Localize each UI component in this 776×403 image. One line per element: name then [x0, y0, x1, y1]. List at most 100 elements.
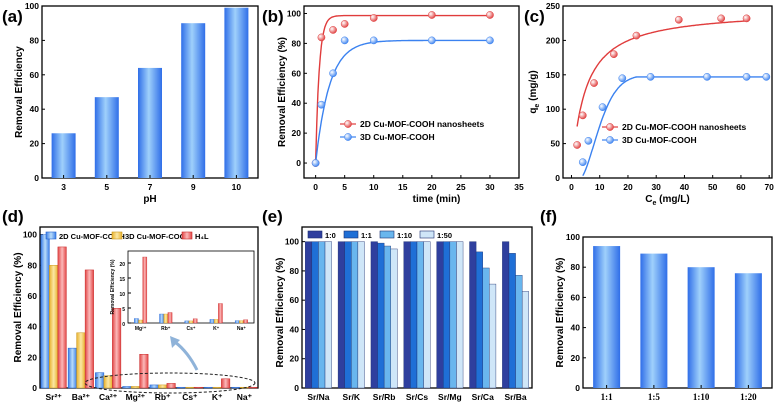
panel-c-point — [618, 74, 627, 83]
panel-d-ylabel: Removal Efficiency (%) — [13, 252, 24, 362]
panel-b-point — [340, 36, 349, 45]
panel-c-point — [646, 73, 655, 81]
panel-d-frame — [39, 226, 259, 389]
panel-d-ytick-label: 0 — [32, 383, 37, 393]
panel-a-label: (a) — [2, 7, 23, 26]
panel-d-inset-bar — [134, 318, 139, 324]
panel-d-xtick-label: Cs⁺ — [182, 392, 198, 402]
panel-d-xtick-label: Na⁺ — [237, 392, 253, 402]
panel-d-inset-bar — [159, 313, 164, 324]
panel-b-legend-label: 3D Cu-MOF-COOH — [360, 132, 435, 142]
panel-e-ytick-label: 40 — [290, 324, 300, 334]
panel-e-legend-label: 1:0 — [325, 231, 336, 240]
panel-e-bar — [324, 241, 332, 389]
panel-b-xtick-label: 0 — [313, 182, 318, 192]
panel-e-bar — [403, 241, 411, 389]
panel-c-series-line — [582, 76, 767, 177]
panel-e-xtick-label: Sr/Mg — [438, 392, 462, 402]
panel-e-xtick-label: Sr/K — [343, 392, 361, 402]
panel-f-xtick-label: 1:20 — [740, 392, 757, 402]
panel-e-chart: 0 20 40 60 80 100 Removal Efficiency (%) Sr/Na S… — [275, 226, 533, 402]
panel-e-legend-swatch — [379, 230, 395, 239]
panel-d-bar — [166, 383, 176, 389]
panel-b-ytick-label: 100 — [287, 8, 301, 18]
panel-b-point — [486, 36, 494, 45]
panel-c-series-line — [576, 20, 747, 127]
panel-c-ytick-label: 100 — [546, 104, 560, 114]
panel-c-point — [573, 141, 581, 149]
panel-d-ytick-label: 80 — [28, 260, 38, 270]
panel-c-ytick-label: 150 — [546, 70, 560, 80]
panel-a-chart: 0 20 40 60 80 100 3 5 7 9 10 pH Removal Efficiency — [14, 1, 259, 205]
panel-f-bar — [593, 246, 621, 388]
panel-c-xtick-label: 0 — [569, 182, 574, 192]
panel-b-xtick-label: 5 — [342, 182, 347, 192]
panel-e-ylabel: Removal Efficiency (%) — [275, 257, 286, 367]
panel-c-ytick-label: 200 — [546, 35, 560, 45]
panel-d-ytick-label: 20 — [28, 352, 38, 362]
panel-f-frame — [582, 236, 773, 389]
panel-c-point — [717, 14, 726, 23]
panel-d-xtick-label: Rb⁺ — [155, 392, 171, 402]
panel-a-xtick-label: 5 — [104, 182, 109, 192]
panel-b-xtick-label: 15 — [398, 182, 408, 192]
panel-d-inset-bar — [167, 312, 173, 324]
panel-d-bar — [112, 308, 122, 389]
panel-c-legend-label: 2D Cu-MOF-COOH nanosheets — [622, 122, 746, 132]
panel-a-bar — [51, 133, 76, 178]
panel-f-bar — [734, 273, 762, 388]
panel-f-xtick-label: 1:10 — [693, 392, 710, 402]
panel-d-xtick-label: Ca²⁺ — [99, 392, 118, 402]
panel-d-bar — [193, 386, 203, 389]
panel-e-legend-label: 1:50 — [437, 231, 452, 240]
panel-d-inset-xtick-label: Rb⁺ — [161, 326, 171, 332]
panel-e-ytick-label: 60 — [290, 295, 300, 305]
panel-e-label: (e) — [262, 207, 283, 226]
panel-e-xtick-label: Sr/Ba — [504, 392, 526, 402]
panel-b-point — [340, 20, 349, 28]
panel-d-inset-xtick-label: Cs⁺ — [186, 326, 195, 332]
panel-e-bar — [436, 241, 444, 389]
panel-d-bar — [84, 269, 94, 389]
panel-d-inset-xtick-label: K⁺ — [213, 326, 220, 332]
panel-c-point — [578, 158, 587, 167]
panel-b-xtick-label: 20 — [427, 182, 437, 192]
panel-b-point — [329, 69, 337, 78]
panel-d-bar — [95, 372, 105, 389]
panel-a-xtick-label: 10 — [232, 182, 242, 192]
panel-c-xtick-label: 30 — [651, 182, 661, 192]
panel-e-xtick-label: Sr/Ca — [472, 392, 494, 402]
panel-e-bar — [377, 242, 385, 389]
panel-c-legend-marker — [606, 136, 614, 144]
panel-f-ytick-label: 0 — [575, 383, 580, 393]
panel-a-bar — [94, 97, 119, 178]
panel-e-ytick-label: 0 — [294, 383, 299, 393]
panel-e-bar — [390, 248, 398, 389]
panel-c-point — [742, 73, 751, 81]
panel-d-inset-bar — [188, 320, 194, 324]
panel-d-bar — [231, 386, 241, 389]
panel-d-xtick-label: Ba²⁺ — [72, 392, 91, 402]
panel-e-bar — [410, 241, 418, 389]
panel-c-point — [598, 103, 607, 111]
panel-b-point — [427, 36, 436, 45]
panel-d-inset-ytick-label: 5 — [122, 307, 125, 313]
panel-d-bar — [248, 386, 258, 389]
panel-b-legend-label: 2D Cu-MOF-COOH nanosheets — [360, 119, 484, 129]
panel-c-chart: 0 50 100 150 200 250 0 10 20 30 40 50 60 70 Ce (mg/L) q… — [528, 1, 774, 207]
panel-d-ytick-label: 100 — [23, 230, 37, 240]
panel-e-bar — [489, 283, 497, 389]
panel-d-inset-ytick-label: 0 — [122, 322, 125, 328]
panel-d-bar — [185, 386, 195, 389]
panel-d-inset-bar — [184, 320, 190, 324]
panel-d-bar — [158, 384, 168, 389]
panel-d-bar — [176, 386, 186, 389]
panel-a-xtick-label: 3 — [61, 182, 66, 192]
panel-a-ytick-label: 0 — [34, 173, 39, 183]
panel-a-bar — [181, 23, 206, 179]
panel-e-bar — [344, 241, 352, 389]
panel-d-xtick-label: Sr²⁺ — [45, 392, 62, 402]
panel-b-ylabel: Removal Efficiency (%) — [277, 37, 288, 147]
